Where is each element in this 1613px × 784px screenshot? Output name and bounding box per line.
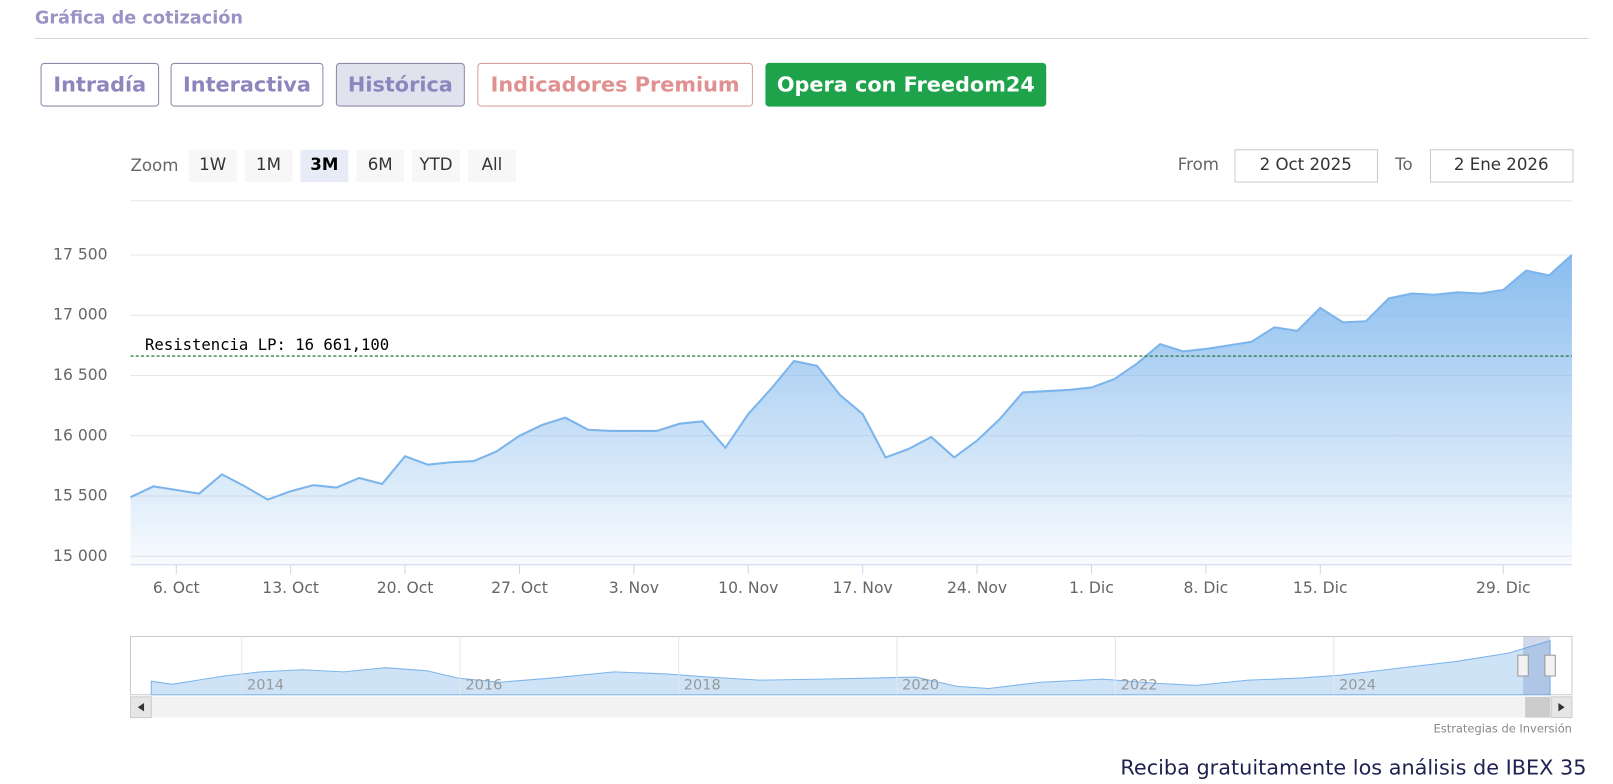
from-input[interactable] <box>1234 149 1378 183</box>
y-tick-label: 16 000 <box>53 426 108 444</box>
from-value[interactable]: 2 Oct 2025 <box>1260 155 1352 174</box>
zoom-button-label[interactable]: 6M <box>368 155 393 174</box>
y-tick-label: 17 500 <box>53 245 108 263</box>
zoom-button[interactable] <box>244 149 293 182</box>
footer-link[interactable]: Reciba gratuitamente los análisis de IBE… <box>1120 756 1586 780</box>
zoom-label: Zoom <box>131 156 179 175</box>
tab-label[interactable]: Indicadores Premium <box>491 72 740 96</box>
tab-button[interactable] <box>170 62 324 107</box>
tab-label[interactable]: Histórica <box>348 72 453 96</box>
navigator-year: 2020 <box>902 676 939 693</box>
y-tick-label: 15 500 <box>53 487 108 505</box>
x-tick-label: 13. Oct <box>262 579 319 597</box>
zoom-button-label[interactable]: 1W <box>199 155 226 174</box>
tab-label[interactable]: Interactiva <box>183 72 311 96</box>
x-tick-label: 10. Nov <box>718 579 778 597</box>
x-tick-label: 24. Nov <box>947 579 1007 597</box>
x-tick-label: 27. Oct <box>491 579 548 597</box>
zoom-button-label[interactable]: YTD <box>418 155 452 174</box>
tab-button[interactable] <box>765 62 1047 107</box>
zoom-button-label[interactable]: All <box>482 155 503 174</box>
x-tick-label: 20. Oct <box>377 579 434 597</box>
area-fill <box>130 254 1572 565</box>
from-label: From <box>1178 155 1219 174</box>
zoom-button[interactable] <box>412 149 460 182</box>
tab-button[interactable] <box>40 62 160 107</box>
x-tick-label: 15. Dic <box>1293 579 1348 597</box>
navigator-handle[interactable] <box>1517 654 1529 677</box>
y-tick-label: 17 000 <box>53 306 108 324</box>
scroll-thumb[interactable] <box>1525 696 1551 718</box>
x-tick-label: 29. Dic <box>1476 579 1531 597</box>
navigator-year: 2018 <box>684 676 721 693</box>
area-line <box>130 254 1573 501</box>
section-title: Gráfica de cotización <box>35 9 243 29</box>
y-tick-label: 15 000 <box>53 547 108 565</box>
tab-button[interactable] <box>477 62 753 107</box>
x-tick-label: 17. Nov <box>833 579 893 597</box>
navigator-series <box>150 639 1551 696</box>
zoom-button-label[interactable]: 3M <box>310 155 338 174</box>
tab-button[interactable] <box>335 62 465 107</box>
zoom-button[interactable] <box>356 149 405 182</box>
tab-label[interactable]: Intradía <box>53 72 146 96</box>
x-tick-label: 1. Dic <box>1069 579 1114 597</box>
navigator-handle[interactable] <box>1544 654 1556 677</box>
y-tick-label: 16 500 <box>53 366 108 384</box>
x-tick-label: 3. Nov <box>609 579 659 597</box>
zoom-button[interactable] <box>188 149 237 182</box>
navigator-year: 2016 <box>465 676 502 693</box>
x-tick-label: 6. Oct <box>153 579 200 597</box>
navigator-year: 2024 <box>1339 676 1376 693</box>
zoom-button-label[interactable]: 1M <box>256 155 281 174</box>
arrow-icon <box>1558 703 1565 712</box>
chart-credit: Estrategias de Inversión <box>1434 722 1572 736</box>
to-value[interactable]: 2 Ene 2026 <box>1454 155 1549 174</box>
scrollbar-track[interactable] <box>130 696 1572 718</box>
resistance-label: Resistencia LP: 16 661,100 <box>145 336 389 354</box>
arrow-icon <box>137 703 145 712</box>
zoom-button[interactable] <box>300 149 349 182</box>
zoom-button[interactable] <box>467 149 516 182</box>
to-label: To <box>1394 155 1413 174</box>
tab-label[interactable]: Opera con Freedom24 <box>777 72 1035 96</box>
navigator-year: 2014 <box>247 676 284 693</box>
x-tick-label: 8. Dic <box>1183 579 1228 597</box>
to-input[interactable] <box>1429 149 1574 183</box>
navigator-year: 2022 <box>1121 676 1158 693</box>
navigator <box>129 635 1573 719</box>
